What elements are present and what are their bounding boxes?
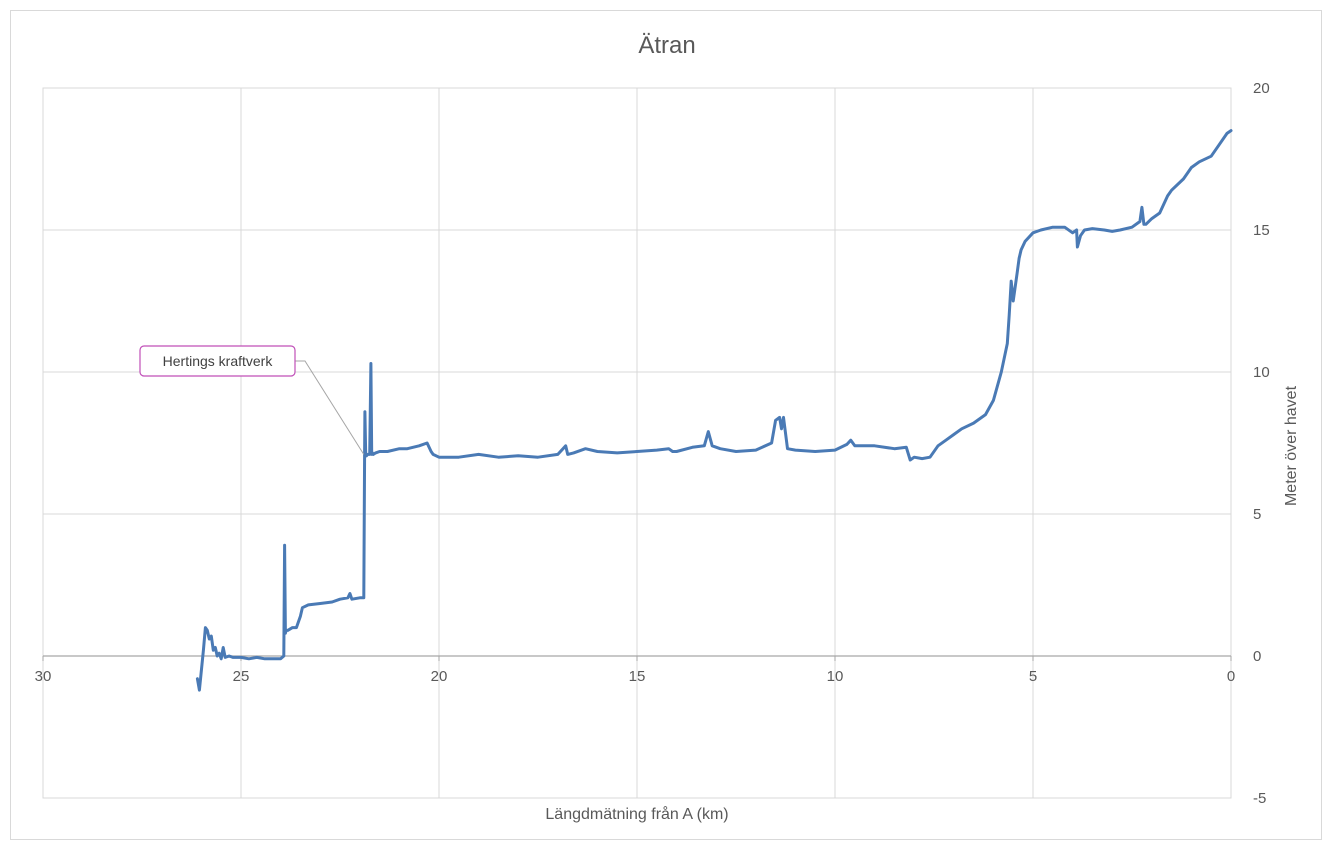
x-tick-label: 30 (35, 668, 52, 685)
annotation-leader-line (295, 360, 365, 455)
series-line (195, 129, 1233, 692)
x-axis-title: Längdmätning från A (km) (545, 805, 728, 823)
chart-frame: 30 25 20 15 10 5 0 20 15 10 5 0 -5 Hertings kraftver… (10, 10, 1322, 840)
y-tick-label: 15 (1253, 222, 1270, 239)
x-tick-label: 15 (629, 668, 646, 685)
gridlines (42, 87, 1232, 799)
x-tick-label: 25 (233, 668, 250, 685)
annotation-label: Hertings kraftverk (163, 353, 274, 369)
line-chart: 30 25 20 15 10 5 0 20 15 10 5 0 -5 Hertings kraftver… (35, 32, 1300, 823)
x-tick-label: 10 (827, 668, 844, 685)
annotations: Hertings kraftverk (139, 345, 365, 455)
tick-labels: 30 25 20 15 10 5 0 20 15 10 5 0 -5 (35, 80, 1270, 807)
annotation-box (139, 345, 296, 377)
y-axis-title: Meter över havet (1283, 385, 1300, 506)
y-tick-label: 10 (1253, 364, 1270, 381)
x-tick-label: 20 (431, 668, 448, 685)
y-tick-label: -5 (1253, 790, 1266, 807)
y-tick-label: 0 (1253, 648, 1261, 665)
x-tick-label: 5 (1029, 668, 1037, 685)
chart-title: Ätran (638, 32, 695, 59)
x-tick-label: 0 (1227, 668, 1235, 685)
y-tick-label: 5 (1253, 506, 1261, 523)
series-layer (195, 129, 1233, 692)
y-tick-label: 20 (1253, 80, 1270, 97)
